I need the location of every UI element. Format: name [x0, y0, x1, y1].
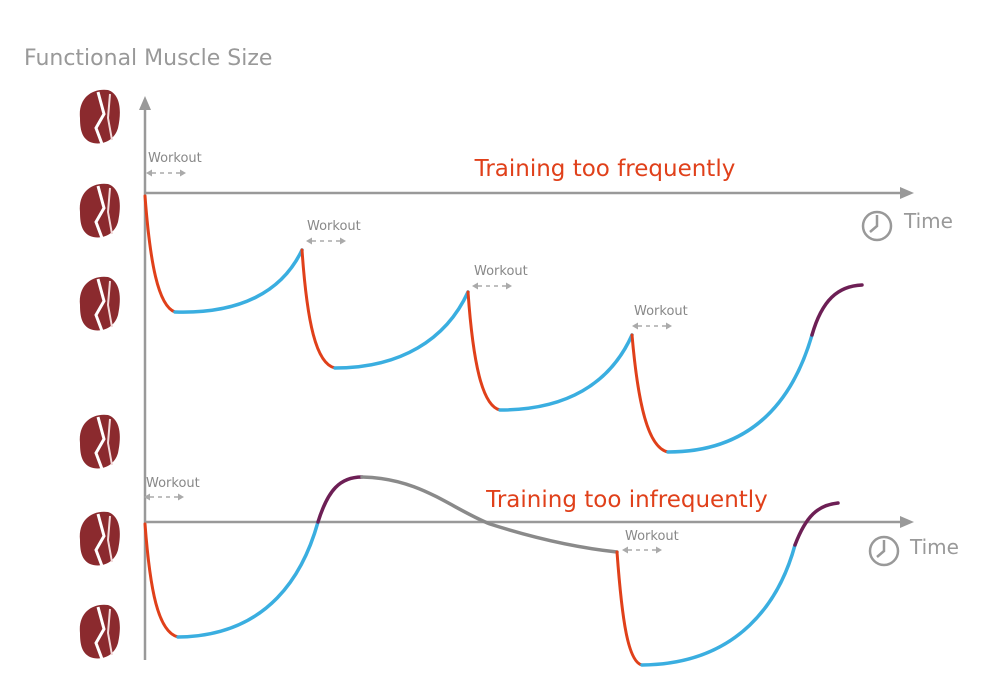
workout-arrow — [471, 281, 513, 291]
muscle-icon — [78, 510, 122, 568]
workout-label: Workout — [307, 219, 361, 234]
workout-arrow — [621, 545, 663, 555]
muscle-icon — [78, 603, 122, 661]
axis-arrow — [900, 187, 914, 199]
workout-label: Workout — [148, 151, 202, 166]
curve — [143, 194, 864, 454]
workout-arrow — [305, 236, 347, 246]
workout-arrow — [631, 321, 673, 331]
muscle-icon — [78, 275, 122, 333]
workout-label: Workout — [146, 476, 200, 491]
muscle-icon — [78, 413, 122, 471]
axis-arrow — [139, 96, 151, 110]
workout-label: Workout — [625, 529, 679, 544]
curve — [143, 475, 840, 667]
clock-icon — [861, 210, 893, 242]
axis-label: Time — [909, 535, 959, 559]
workout-label: Workout — [474, 264, 528, 279]
panel-heading: Training too infrequently — [485, 487, 768, 513]
diagram-title: Functional Muscle Size — [24, 46, 272, 71]
axis-label: Time — [903, 209, 953, 233]
workout-label: Workout — [634, 304, 688, 319]
muscle-icon — [78, 88, 122, 146]
workout-arrow — [145, 168, 187, 178]
clock-icon — [868, 535, 900, 567]
panel-heading: Training too frequently — [474, 156, 736, 182]
workout-arrow — [143, 492, 185, 502]
axis-arrow — [900, 516, 914, 528]
muscle-icon — [78, 182, 122, 240]
